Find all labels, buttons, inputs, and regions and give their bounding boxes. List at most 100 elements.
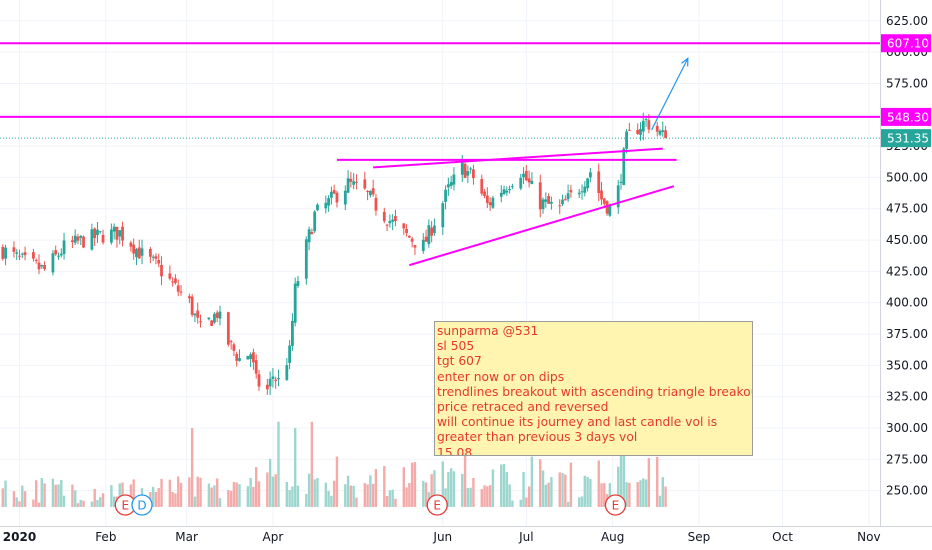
volume-bar	[35, 480, 38, 507]
candle-body	[522, 173, 525, 178]
candle-body	[327, 198, 331, 206]
candle-body	[118, 230, 122, 237]
candle-body	[366, 191, 369, 193]
volume-bar	[461, 473, 464, 507]
candle-body	[37, 262, 41, 270]
candle-body	[547, 196, 551, 204]
candle-body	[544, 199, 548, 202]
price-tick-label: 625.00	[886, 14, 928, 28]
volume-bar	[622, 421, 625, 507]
volume-bar	[252, 486, 255, 507]
candle-body	[304, 239, 308, 279]
candle-body	[619, 181, 623, 183]
trendline[interactable]	[409, 185, 675, 267]
candle-body	[519, 177, 523, 189]
volume-bar	[232, 481, 236, 507]
volume-bar	[199, 477, 202, 507]
earnings-marker[interactable]	[426, 494, 448, 516]
candle-body	[148, 248, 152, 257]
candle-body	[597, 171, 601, 194]
volume-bar	[296, 485, 300, 507]
volume-bar	[383, 466, 386, 507]
candle-body	[583, 186, 587, 193]
trendline[interactable]	[373, 147, 663, 169]
dividend-marker[interactable]	[131, 494, 153, 516]
arrow-line[interactable]	[651, 58, 689, 131]
volume-bar	[227, 489, 230, 507]
volume-bar	[193, 496, 197, 507]
volume-bar	[210, 487, 213, 507]
candle-body	[407, 235, 411, 238]
candle-body	[207, 317, 211, 320]
candle-body	[79, 235, 83, 238]
candle-body	[452, 174, 456, 185]
candle-body	[285, 365, 289, 380]
volume-bar	[90, 501, 94, 507]
volume-bar	[597, 460, 600, 507]
candle-body	[664, 130, 667, 139]
price-tick-label: 400.00	[886, 296, 928, 310]
candle-body	[291, 320, 294, 346]
candle-body	[187, 296, 191, 299]
candle-body	[405, 229, 408, 234]
price-axis[interactable]: 625.00600.00575.00550.00525.00500.00475.…	[880, 0, 932, 550]
event-marker-label: E	[433, 499, 441, 513]
volume-bar	[99, 497, 102, 507]
volume-bar	[424, 482, 428, 507]
volume-bar	[502, 463, 506, 507]
volume-bar	[366, 484, 369, 507]
arrow-head	[681, 57, 689, 67]
event-marker-label: E	[612, 499, 620, 513]
candle-body	[530, 180, 534, 184]
volume-bar	[408, 482, 411, 507]
candle-body	[210, 320, 214, 326]
candle-body	[132, 244, 136, 254]
volume-bar	[661, 477, 664, 507]
note-line: will continue its journey and last candl…	[437, 415, 718, 430]
volume-bar	[486, 486, 489, 507]
candle-body	[541, 199, 545, 210]
candle-body	[566, 193, 570, 200]
volume-bar	[249, 477, 252, 507]
volume-bar	[547, 482, 550, 507]
candle-body	[157, 260, 161, 264]
time-tick-label: Mar	[175, 530, 198, 544]
candle-body	[391, 219, 395, 222]
candle-body	[469, 168, 473, 170]
volume-bar	[433, 470, 436, 507]
volume-bar	[285, 481, 289, 507]
volume-bar	[332, 480, 336, 507]
time-tick-label: Oct	[772, 530, 793, 544]
candle-body	[343, 190, 347, 205]
volume-bar	[190, 428, 194, 507]
idea-note[interactable]: sunparma @531 sl 505 tgt 607 enter now o…	[434, 321, 753, 456]
candle-body	[218, 311, 222, 319]
volume-bar	[530, 456, 534, 507]
volume-bar	[625, 482, 628, 507]
volume-bar	[274, 474, 277, 507]
candle-body	[265, 384, 269, 390]
volume-bar	[508, 484, 511, 507]
volume-bar	[335, 456, 339, 507]
note-line: trendlines breakout with ascending trian…	[437, 384, 753, 399]
candle-body	[199, 321, 202, 323]
candle-body	[121, 226, 124, 241]
volume-bar	[288, 490, 291, 507]
volume-bar	[608, 483, 612, 507]
note-line: tgt 607	[437, 354, 482, 369]
candle-body	[176, 285, 180, 292]
candle-body	[82, 236, 85, 248]
candle-body	[349, 178, 353, 182]
price-tick-label: 250.00	[886, 484, 928, 498]
volume-bar	[277, 421, 280, 507]
candle-body	[588, 172, 592, 178]
candle-body	[388, 220, 392, 224]
candle-body	[215, 312, 219, 318]
volume-bar	[664, 486, 667, 507]
time-axis[interactable]: 2020 Feb Mar Apr Jun Jul Aug Sep Oct Nov	[0, 526, 932, 550]
volume-bar	[644, 479, 648, 507]
volume-bar	[132, 479, 135, 507]
earnings-marker[interactable]	[604, 494, 627, 516]
